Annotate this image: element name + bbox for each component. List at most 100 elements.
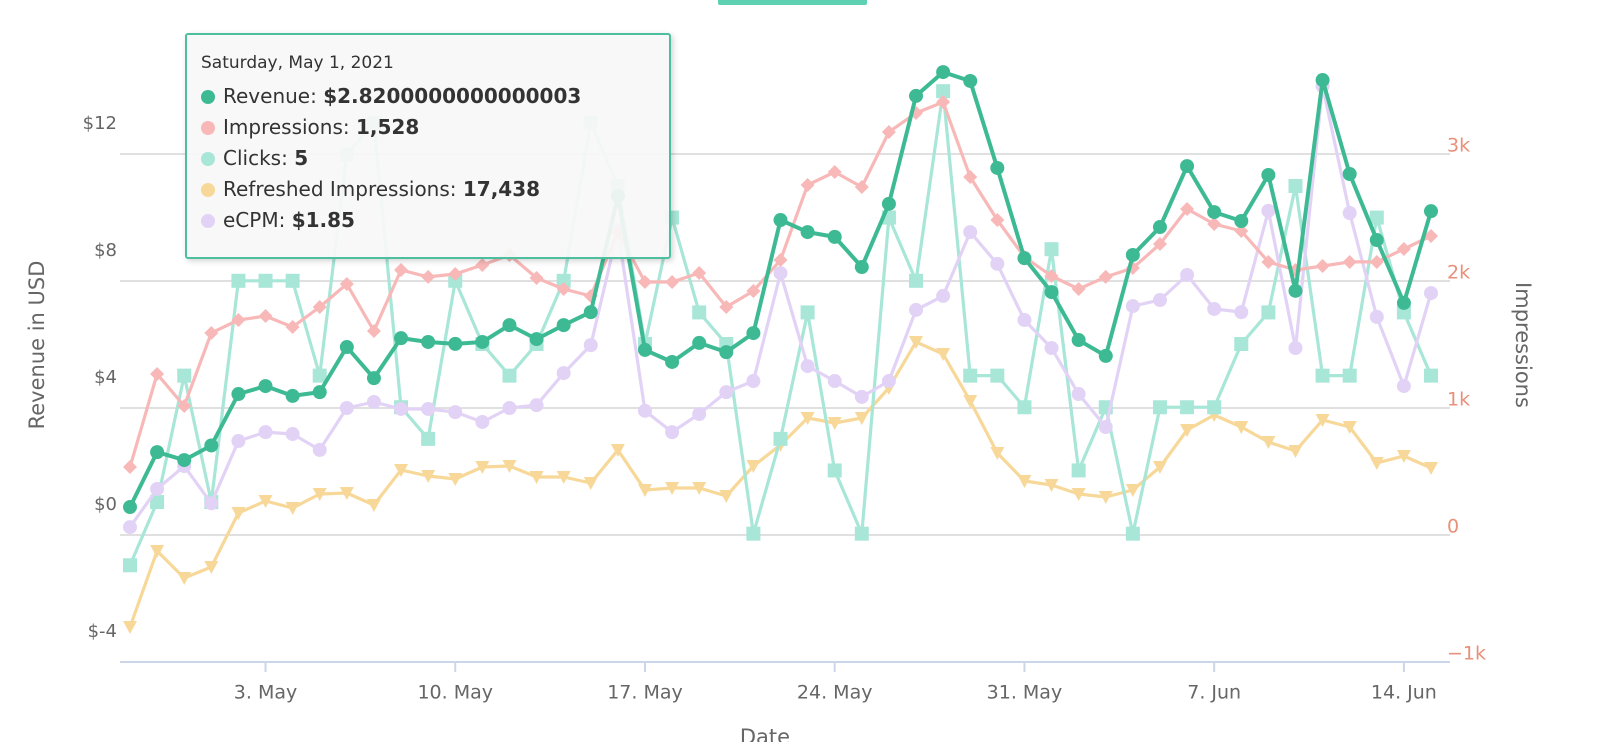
- point: [258, 425, 273, 440]
- point: [285, 502, 300, 516]
- point: [366, 394, 381, 409]
- tooltip-value: 1,528: [356, 115, 420, 139]
- point: [637, 342, 652, 357]
- point: [339, 401, 354, 415]
- point: [529, 270, 544, 285]
- point: [448, 267, 463, 282]
- y2-tick-label: 2k: [1447, 261, 1470, 283]
- point: [177, 368, 192, 383]
- point: [448, 336, 463, 351]
- y2-tick-label: 3k: [1447, 134, 1470, 156]
- top-button[interactable]: [718, 0, 867, 5]
- point: [719, 300, 734, 315]
- tooltip-label: eCPM:: [223, 208, 286, 232]
- point: [1342, 206, 1357, 221]
- point: [285, 427, 300, 442]
- point: [881, 374, 896, 389]
- point: [827, 463, 842, 478]
- point: [1180, 267, 1195, 282]
- point: [502, 401, 517, 415]
- tooltip-label: Revenue:: [223, 84, 317, 108]
- point: [556, 471, 571, 484]
- point: [258, 379, 273, 394]
- point: [475, 257, 490, 272]
- tooltip-row: Clicks: 5: [201, 143, 655, 174]
- point: [1125, 247, 1140, 262]
- point: [773, 253, 788, 268]
- point: [637, 484, 652, 498]
- point: [1017, 251, 1032, 266]
- point: [529, 398, 544, 413]
- point: [231, 507, 246, 521]
- point: [719, 489, 734, 503]
- x-axis-title: Date: [740, 725, 790, 742]
- point: [1017, 400, 1032, 415]
- point: [475, 461, 490, 474]
- point: [665, 482, 680, 496]
- point: [746, 284, 761, 299]
- point: [1369, 233, 1384, 248]
- point: [746, 526, 761, 541]
- point: [936, 65, 951, 80]
- point: [1369, 309, 1384, 324]
- point: [854, 389, 869, 404]
- point: [1017, 474, 1032, 488]
- point: [1098, 420, 1113, 435]
- point: [963, 225, 978, 240]
- tooltip-row: Revenue: $2.8200000000000003: [201, 81, 655, 112]
- point: [800, 412, 815, 426]
- point: [258, 309, 273, 324]
- point: [827, 417, 842, 431]
- point: [312, 487, 327, 501]
- point: [665, 425, 680, 440]
- point: [827, 229, 842, 244]
- point: [637, 275, 652, 290]
- point: [990, 160, 1005, 175]
- point: [1396, 449, 1411, 463]
- y2-tick-label: 1k: [1447, 388, 1470, 410]
- x-tick-label: 3. May: [234, 682, 297, 704]
- point: [800, 177, 815, 192]
- point: [1044, 340, 1059, 355]
- point: [1396, 295, 1411, 310]
- point: [1098, 491, 1113, 504]
- point: [123, 621, 137, 634]
- point: [881, 125, 896, 140]
- point: [1288, 340, 1303, 355]
- point: [177, 572, 192, 586]
- point: [665, 354, 680, 369]
- point: [231, 273, 246, 288]
- point: [1234, 305, 1249, 320]
- point: [1207, 216, 1222, 231]
- point: [1424, 286, 1438, 301]
- point: [204, 325, 219, 340]
- point: [231, 312, 246, 327]
- point: [421, 269, 436, 284]
- tooltip-value: 17,438: [462, 177, 541, 201]
- point: [421, 334, 436, 349]
- point: [150, 366, 165, 381]
- series: [123, 95, 1438, 475]
- tooltip-dot: [201, 214, 215, 228]
- point: [1071, 387, 1086, 402]
- point: [1180, 400, 1195, 415]
- point: [692, 482, 707, 496]
- point: [366, 371, 381, 386]
- point: [800, 305, 815, 320]
- point: [258, 273, 273, 288]
- point: [1396, 241, 1411, 256]
- point: [1342, 368, 1357, 383]
- point: [475, 334, 490, 349]
- point: [963, 394, 978, 408]
- point: [1207, 205, 1222, 220]
- point: [231, 387, 246, 402]
- tooltip-row: eCPM: $1.85: [201, 205, 655, 236]
- tooltip-label: Impressions:: [223, 115, 350, 139]
- point: [692, 305, 707, 320]
- point: [854, 180, 869, 195]
- point: [1234, 223, 1249, 238]
- point: [1396, 379, 1411, 394]
- point: [1369, 457, 1384, 471]
- point: [475, 414, 490, 429]
- point: [1098, 348, 1113, 363]
